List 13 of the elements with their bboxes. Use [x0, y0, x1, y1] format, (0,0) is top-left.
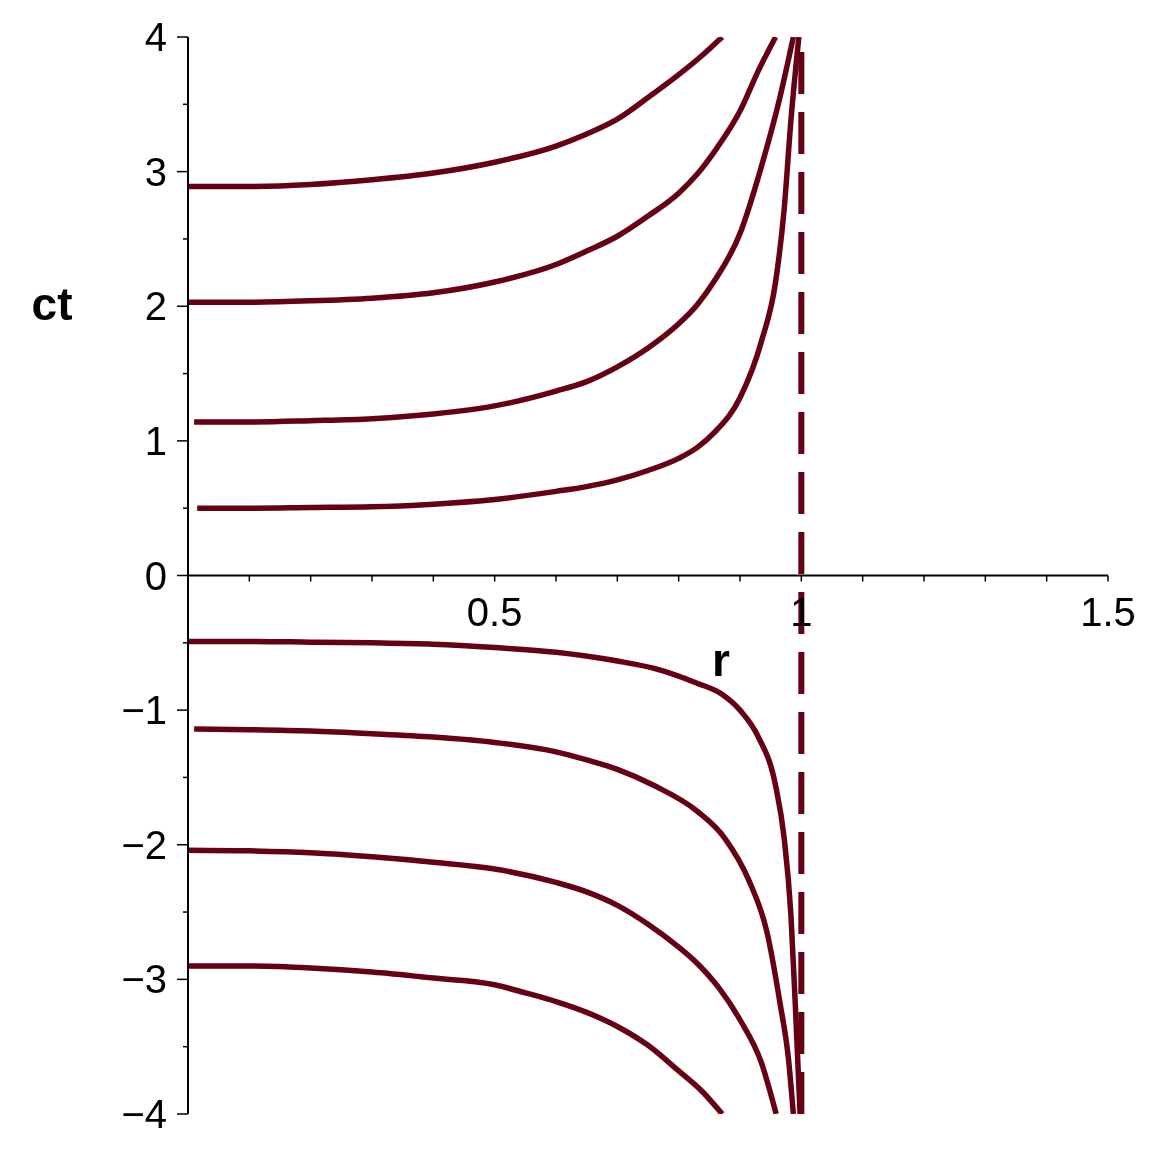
- x-axis-title: r: [712, 633, 731, 686]
- y-tick-label: 4: [144, 15, 167, 59]
- y-tick-label: −1: [121, 688, 167, 733]
- x-tick-label: 0.5: [466, 589, 523, 634]
- x-tick-label: 1.5: [1080, 589, 1136, 634]
- y-tick-label: 3: [144, 149, 167, 194]
- y-tick-label: 0: [144, 553, 167, 598]
- y-tick-label: −3: [121, 957, 167, 1002]
- y-tick-label: −4: [121, 1092, 167, 1136]
- y-tick-label: 1: [144, 418, 167, 463]
- y-axis-title: ct: [31, 277, 73, 330]
- y-tick-label: 2: [144, 284, 167, 329]
- y-tick-label: −2: [121, 822, 167, 867]
